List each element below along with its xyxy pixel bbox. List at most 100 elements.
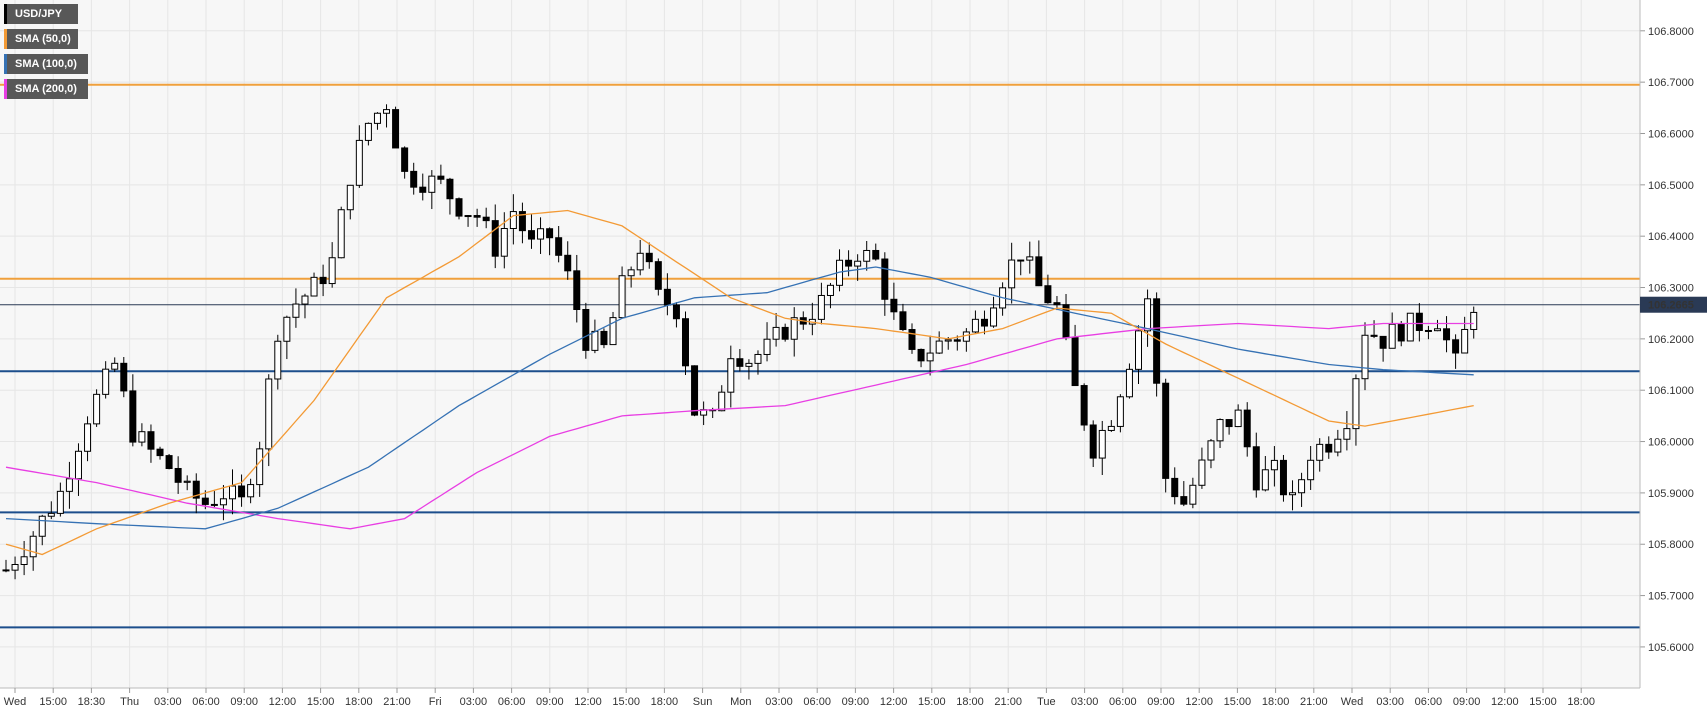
candle-body	[29, 535, 37, 558]
candle-body	[1180, 496, 1188, 505]
y-tick-label: 106.7000	[1648, 77, 1694, 89]
candle-body	[2, 569, 10, 572]
x-tick-label: 06:00	[498, 696, 526, 708]
candle-body	[518, 211, 526, 232]
candle-body	[908, 329, 916, 350]
y-tick-label: 106.2000	[1648, 334, 1694, 346]
y-tick-label: 105.7000	[1648, 591, 1694, 603]
candle-body	[491, 220, 499, 257]
candle-body	[1443, 328, 1451, 341]
candle-body	[663, 288, 671, 306]
x-tick-label: 06:00	[803, 696, 831, 708]
candle-body	[274, 340, 282, 380]
candle-body	[1116, 396, 1124, 427]
candle-body	[1125, 368, 1133, 398]
candle-body	[1144, 298, 1152, 332]
candle-body	[1325, 443, 1333, 453]
y-tick-label: 106.5000	[1648, 180, 1694, 192]
candle-body	[74, 450, 82, 480]
x-tick-label: 03:00	[1376, 696, 1404, 708]
candle-body	[473, 215, 481, 218]
candle-body	[509, 211, 517, 230]
candle-body	[1225, 419, 1233, 428]
candle-body	[990, 307, 998, 327]
x-tick-label: 09:00	[1453, 696, 1481, 708]
legend-sma200[interactable]: SMA (200,0)	[4, 79, 88, 99]
candle-body	[546, 228, 554, 239]
candle-body	[953, 339, 961, 342]
candle-body	[962, 331, 970, 342]
x-tick-label: 03:00	[765, 696, 793, 708]
candle-body	[183, 480, 191, 483]
x-tick-label: 09:00	[1147, 696, 1175, 708]
candle-body	[38, 515, 46, 537]
x-tick-label: 06:00	[1109, 696, 1137, 708]
candle-body	[645, 252, 653, 263]
candle-body	[899, 311, 907, 331]
candle-body	[1008, 259, 1016, 289]
candle-body	[1153, 298, 1161, 384]
candle-body	[1044, 285, 1052, 304]
legend-sma100[interactable]: SMA (100,0)	[4, 54, 88, 74]
candle-body	[971, 318, 979, 333]
y-tick-label: 106.3000	[1648, 283, 1694, 295]
x-tick-label: 18:00	[956, 696, 984, 708]
candle-body	[346, 184, 354, 211]
x-tick-label: 03:00	[154, 696, 182, 708]
grid-lines	[0, 0, 1640, 688]
candle-body	[219, 498, 227, 506]
legend-sma50[interactable]: SMA (50,0)	[4, 29, 78, 49]
candle-body	[1461, 328, 1469, 354]
candle-body	[1424, 329, 1432, 332]
candle-body	[1379, 335, 1387, 349]
candle-body	[654, 261, 662, 290]
candle-body	[1388, 323, 1396, 349]
x-tick-label: Tue	[1037, 696, 1056, 708]
candle-body	[1270, 459, 1278, 471]
candle-body	[373, 112, 381, 124]
candle-body	[691, 365, 699, 416]
candle-body	[265, 378, 273, 450]
candle-body	[854, 260, 862, 267]
x-tick-label: 18:00	[1262, 696, 1290, 708]
candle-body	[1071, 337, 1079, 387]
candle-body	[1189, 484, 1197, 505]
x-tick-label: 09:00	[230, 696, 258, 708]
x-tick-label: 03:00	[1071, 696, 1099, 708]
candle-body	[129, 390, 137, 443]
candle-body	[301, 295, 309, 305]
candle-body	[93, 393, 101, 425]
x-axis: Wed 15:00 18:30 Thu 03:00 06:00 09:00 12:00 15:0…	[4, 688, 1595, 708]
x-tick-label: 06:00	[192, 696, 220, 708]
y-tick-label: 106.0000	[1648, 437, 1694, 449]
x-tick-label: Wed	[4, 696, 26, 708]
candle-body	[120, 362, 128, 392]
candle-body	[944, 339, 952, 342]
candle-body	[11, 564, 19, 571]
candle-body	[881, 258, 889, 300]
legend-symbol[interactable]: USD/JPY	[4, 4, 78, 24]
candle-body	[283, 316, 291, 342]
candle-body	[1433, 328, 1441, 332]
x-tick-label: 09:00	[842, 696, 870, 708]
candle-body	[65, 478, 73, 492]
candle-body	[401, 147, 409, 172]
candle-body	[229, 485, 236, 500]
x-tick-label: 18:00	[651, 696, 679, 708]
candle-body	[210, 503, 218, 506]
candle-body	[845, 259, 853, 267]
legend: USD/JPY SMA (50,0) SMA (100,0) SMA (200,…	[4, 4, 88, 104]
candle-body	[392, 109, 400, 149]
y-tick-label: 106.1000	[1648, 385, 1694, 397]
candle-body	[1298, 479, 1306, 494]
candle-body	[1026, 256, 1034, 261]
moving-averages	[5, 209, 1474, 556]
candles	[2, 104, 1478, 580]
candle-body	[1234, 409, 1242, 428]
horizontal-levels	[0, 83, 1640, 629]
x-tick-label: 12:00	[1491, 696, 1519, 708]
candle-body	[1470, 311, 1478, 330]
x-tick-label: 18:30	[78, 696, 106, 708]
candle-body	[1252, 446, 1260, 491]
